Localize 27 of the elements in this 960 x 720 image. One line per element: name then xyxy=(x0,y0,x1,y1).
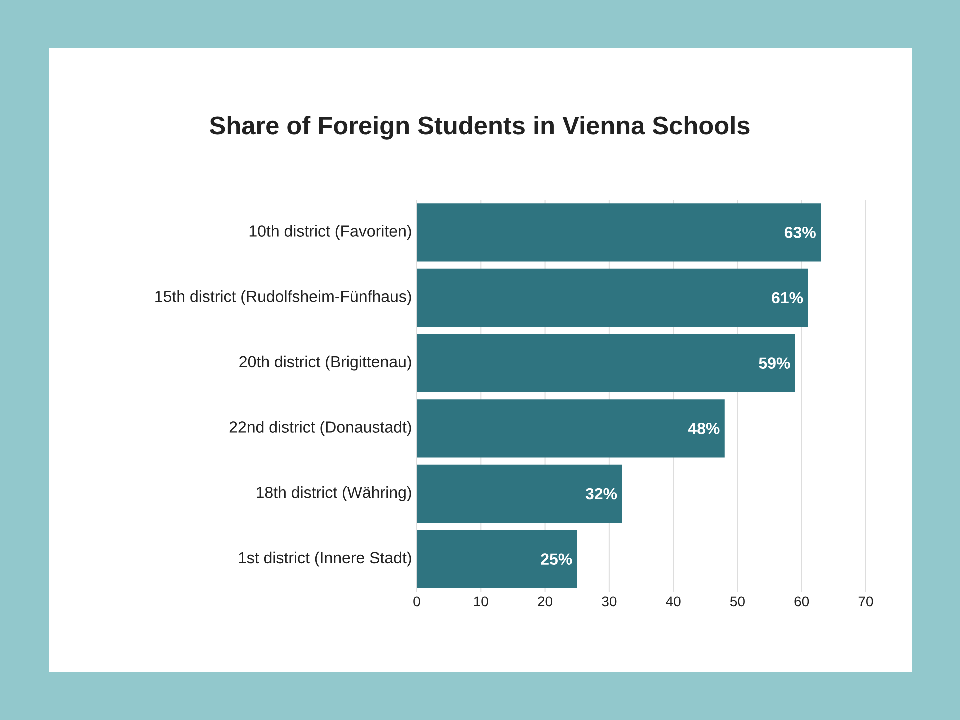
y-tick-label: 10th district (Favoriten) xyxy=(250,225,412,240)
x-tick-label: 60 xyxy=(794,596,810,607)
y-tick-label: 1st district (Innere Stadt) xyxy=(239,552,412,567)
bar xyxy=(417,530,578,588)
x-tick-label: 30 xyxy=(602,596,617,607)
data-label: 48% xyxy=(688,423,720,434)
data-label: 25% xyxy=(541,554,572,565)
bar xyxy=(417,268,808,328)
bar xyxy=(417,334,796,392)
x-tick-label: 10 xyxy=(474,596,488,607)
data-label: 63% xyxy=(784,226,816,238)
bar xyxy=(417,204,822,262)
y-tick-label: 18th district (Währing) xyxy=(257,486,412,502)
x-tick-label: 0 xyxy=(414,596,420,607)
x-tick-label: 70 xyxy=(858,596,874,607)
x-tick-label: 40 xyxy=(666,596,681,607)
x-tick-label: 20 xyxy=(538,596,553,607)
y-tick-label: 20th district (Brigittenau) xyxy=(240,356,412,371)
x-tick-label: 50 xyxy=(730,596,745,607)
y-tick-label: 15th district (Rudolfsheim-Fünfhaus) xyxy=(156,290,412,306)
data-label: 32% xyxy=(586,488,618,500)
data-label: 59% xyxy=(759,358,790,369)
data-label: 61% xyxy=(772,292,804,304)
bar xyxy=(417,464,622,524)
bar xyxy=(417,400,725,458)
y-tick-label: 22nd district (Donaustadt) xyxy=(230,421,412,436)
chart-title: Share of Foreign Students in Vienna Schools xyxy=(210,116,750,140)
